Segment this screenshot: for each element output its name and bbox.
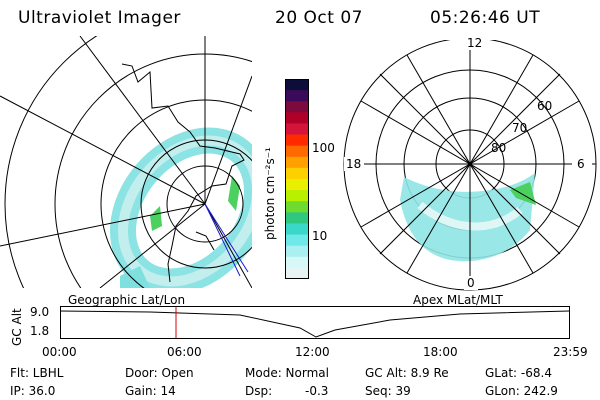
- colorbar-tick-10: 10: [312, 229, 328, 243]
- colorbar-stripe: [285, 134, 309, 147]
- colorbar-stripe: [285, 201, 309, 213]
- colorbar-stripe: [285, 179, 309, 191]
- instrument-title: Ultraviolet Imager: [18, 8, 181, 28]
- colorbar-stripe: [285, 123, 309, 136]
- info-mode: Mode: Normal: [245, 366, 329, 380]
- mlt-label-18: 18: [346, 157, 362, 171]
- xtick-0600: 06:00: [167, 345, 202, 359]
- xtick-1200: 12:00: [295, 345, 330, 359]
- colorbar: [285, 79, 309, 279]
- lat-label-80: 80: [491, 141, 507, 155]
- colorbar-stripe: [285, 112, 309, 124]
- colorbar-stripe: [285, 101, 309, 113]
- info-ip: IP: 36.0: [10, 384, 56, 398]
- mlt-label-12: 12: [467, 36, 483, 50]
- colorbar-stripe: [285, 167, 309, 180]
- colorbar-stripe: [285, 256, 309, 269]
- geographic-label: Geographic Lat/Lon: [68, 293, 186, 307]
- info-dsp: Dsp:: [245, 384, 273, 398]
- info-dsp-value: -0.3: [305, 384, 329, 398]
- colorbar-stripe: [285, 79, 309, 91]
- info-seq: Seq: 39: [365, 384, 411, 398]
- info-gain: Gain: 14: [125, 384, 176, 398]
- geographic-map: [0, 36, 252, 288]
- info-door: Door: Open: [125, 366, 194, 380]
- date-label: 20 Oct 07: [275, 8, 363, 28]
- info-glon: GLon: 242.9: [485, 384, 558, 398]
- colorbar-tick-100: 100: [312, 141, 335, 155]
- colorbar-stripe: [285, 90, 309, 102]
- colorbar-stripe: [285, 223, 309, 236]
- mlt-map: [343, 40, 597, 291]
- colorbar-stripe: [285, 234, 309, 247]
- info-flt: Flt: LBHL: [10, 366, 64, 380]
- altitude-plot: [60, 306, 570, 339]
- time-label: 05:26:46 UT: [430, 8, 541, 28]
- altitude-ytick-bottom: 1.8: [30, 324, 50, 338]
- colorbar-unit-label: photon cm⁻²s⁻¹: [263, 147, 277, 240]
- colorbar-stripe: [285, 267, 309, 279]
- coastline: [121, 63, 245, 283]
- lat-label-70: 70: [512, 121, 528, 135]
- xtick-0000: 00:00: [42, 345, 77, 359]
- colorbar-stripe: [285, 156, 309, 169]
- altitude-curve: [60, 310, 570, 338]
- colorbar-stripe: [285, 145, 309, 158]
- info-gc-alt: GC Alt: 8.9 Re: [365, 366, 449, 380]
- altitude-ytick-top: 9.0: [30, 305, 50, 319]
- lat-label-60: 60: [537, 99, 553, 113]
- mlt-label-0: 0: [467, 276, 475, 290]
- colorbar-stripe: [285, 190, 309, 202]
- apex-label: Apex MLat/MLT: [413, 293, 503, 307]
- xtick-1800: 18:00: [423, 345, 458, 359]
- colorbar-stripe: [285, 212, 309, 224]
- altitude-ylabel: GC Alt: [10, 308, 24, 346]
- mlt-label-6: 6: [577, 157, 585, 171]
- xtick-2359: 23:59: [553, 345, 588, 359]
- info-glat: GLat: -68.4: [485, 366, 552, 380]
- colorbar-stripe: [285, 245, 309, 258]
